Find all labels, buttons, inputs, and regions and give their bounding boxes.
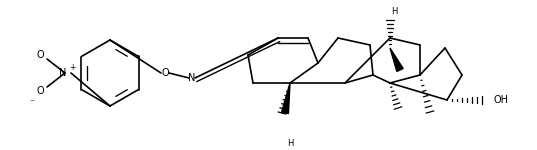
Polygon shape [281,83,290,114]
Text: H: H [391,8,397,16]
Text: OH: OH [493,95,508,105]
Text: +: + [69,63,75,72]
Text: N: N [188,73,195,83]
Text: O: O [161,68,169,78]
Text: N: N [59,68,66,78]
Text: ⁻: ⁻ [30,98,34,108]
Text: O: O [36,86,44,96]
Text: H: H [287,138,293,147]
Text: O: O [36,50,44,60]
Polygon shape [390,48,403,71]
